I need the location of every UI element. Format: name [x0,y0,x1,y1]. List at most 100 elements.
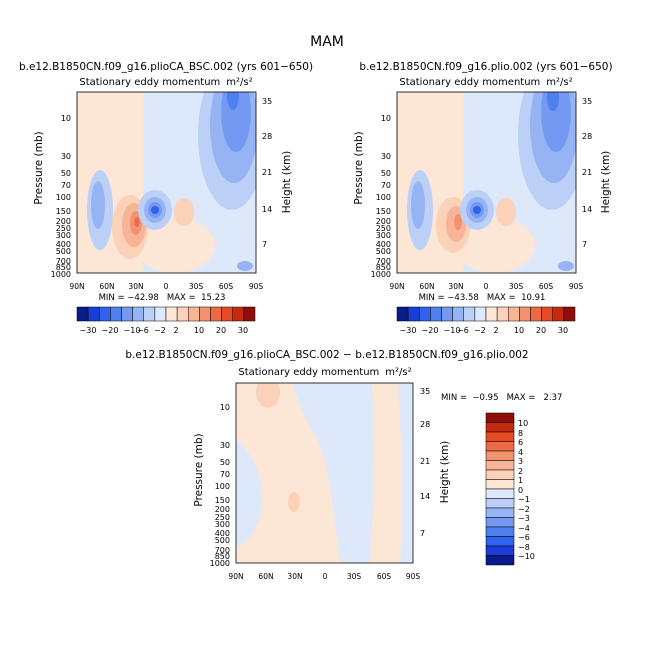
field-positive-polar [407,92,443,111]
colorbar-labels: 10 8 6 4 3 2 1 0 −1 −2 −3 −4 −6 −8 −10 [518,419,535,561]
colorbar-label: −10 [518,552,535,561]
y-right-tick-label: 14 [420,492,430,501]
colorbar-swatch [232,306,245,322]
colorbar-swatch [143,306,156,322]
y-tick-label: 70 [61,181,71,190]
y-tick-label: 150 [56,207,71,216]
y-tick-label: 500 [56,247,71,256]
y-axis-title: Pressure (mb) [33,131,45,204]
colorbar-label: 2 [493,326,498,335]
colorbar-label: −30 [400,326,417,335]
x-tick-label: 30S [509,282,524,291]
colorbar-label: 10 [518,419,528,428]
x-tick-label: 60N [419,282,434,291]
y-right-tick-label: 35 [582,97,592,106]
y-tick-label: 700 [215,546,230,555]
y-right-tick-label: 7 [582,240,587,249]
y-tick-label: 50 [381,169,391,178]
field-negative-north-core [91,181,105,229]
field-positive-tropic [256,383,280,408]
y-axis-left: 10 30 50 70 100 150 200 250 300 400 500 … [371,114,391,279]
x-tick-label: 90N [228,572,243,581]
y-tick-label: 150 [215,496,230,505]
field-positive-low [455,217,535,273]
y-tick-label: 100 [215,482,230,491]
y-tick-label: 850 [376,263,391,272]
y-tick-label: 400 [215,529,230,538]
colorbar-swatch [176,306,189,322]
panel-subtitle: Stationary eddy momentum m²/s² [79,77,252,88]
y-right-tick-label: 28 [420,420,430,429]
colorbar-label: 2 [518,467,523,476]
heatmap-field [397,92,576,273]
colorbar-label: −20 [102,326,119,335]
y-right-tick-label: 35 [420,387,430,396]
colorbar-swatch [199,306,211,322]
y-tick-label: 300 [376,231,391,240]
colorbar-label: 6 [518,438,523,447]
colorbar-swatch [441,306,453,322]
colorbar-labels: −30 −20 −10 −6 −2 2 10 20 30 [400,326,569,335]
figure-title: MAM [310,34,344,50]
x-tick-label: 0 [164,282,169,291]
colorbar-swatch [485,412,515,423]
colorbar-swatch [485,498,515,509]
field-positive-tropic-small [288,492,300,512]
colorbar-label: 30 [558,326,568,335]
colorbar-top-right: −30 −20 −10 −6 −2 2 10 20 30 [396,306,576,335]
field-positive-jet-south [174,198,194,226]
colorbar-swatch [485,479,515,490]
y-tick-label: 100 [376,193,391,202]
colorbar-label: −8 [518,543,530,552]
heatmap-field [77,92,256,273]
field-stratospheric-negative-core [547,92,559,111]
y-tick-label: 500 [376,247,391,256]
field-jet-anomaly-core [151,206,159,214]
colorbar-label: 4 [518,448,523,457]
x-tick-label: 0 [323,572,328,581]
field-jet-anomaly-core [473,206,481,214]
colorbar-swatch [87,306,100,322]
colorbar-swatch [541,306,553,322]
field-stratospheric-negative-3 [221,92,251,152]
y-tick-label: 70 [220,470,230,479]
colorbar-swatch [165,306,178,322]
y-right-tick-label: 28 [262,132,272,141]
y-tick-label: 50 [220,458,230,467]
y-tick-label: 250 [215,513,230,522]
field-positive-low [135,217,215,273]
y-tick-label: 200 [215,505,230,514]
colorbar-label: −6 [137,326,149,335]
y-tick-label: 1000 [210,559,230,568]
y-right-tick-label: 28 [582,132,592,141]
x-tick-label: 90S [569,282,584,291]
colorbar-labels: −30 −20 −10 −6 −2 2 10 20 30 [80,326,249,335]
colorbar-label: 10 [194,326,204,335]
field-positive-jet-south [496,198,516,226]
panel-bottom-difference: b.e12.B1850CN.f09_g16.plioCA_BSC.002 − b… [125,349,562,581]
y-tick-label: 10 [61,114,71,123]
field-surface-south [237,261,253,271]
colorbar-swatch [474,306,487,322]
y-tick-label: 30 [381,152,391,161]
colorbar-swatch [99,306,111,322]
colorbar-label: −30 [80,326,97,335]
colorbar-swatch [243,306,256,322]
colorbar-swatch [485,422,515,433]
y-tick-label: 700 [376,257,391,266]
colorbar-label: 8 [518,429,523,438]
colorbar-swatch [210,306,222,322]
y-tick-label: 30 [61,152,71,161]
min-max-label: MIN = −43.58 MAX = 10.91 [419,293,546,303]
plot-frame [76,91,257,274]
y-tick-label: 850 [56,263,71,272]
y-tick-label: 1000 [371,270,391,279]
x-tick-label: 30N [287,572,302,581]
plot-frame [396,91,577,274]
colorbar-swatch [530,306,542,322]
colorbar-swatch [110,306,122,322]
heatmap-field [236,383,413,563]
y-axis-right: 35 28 21 14 7 [262,97,272,249]
y-tick-label: 10 [220,403,230,412]
x-tick-label: 30S [189,282,204,291]
